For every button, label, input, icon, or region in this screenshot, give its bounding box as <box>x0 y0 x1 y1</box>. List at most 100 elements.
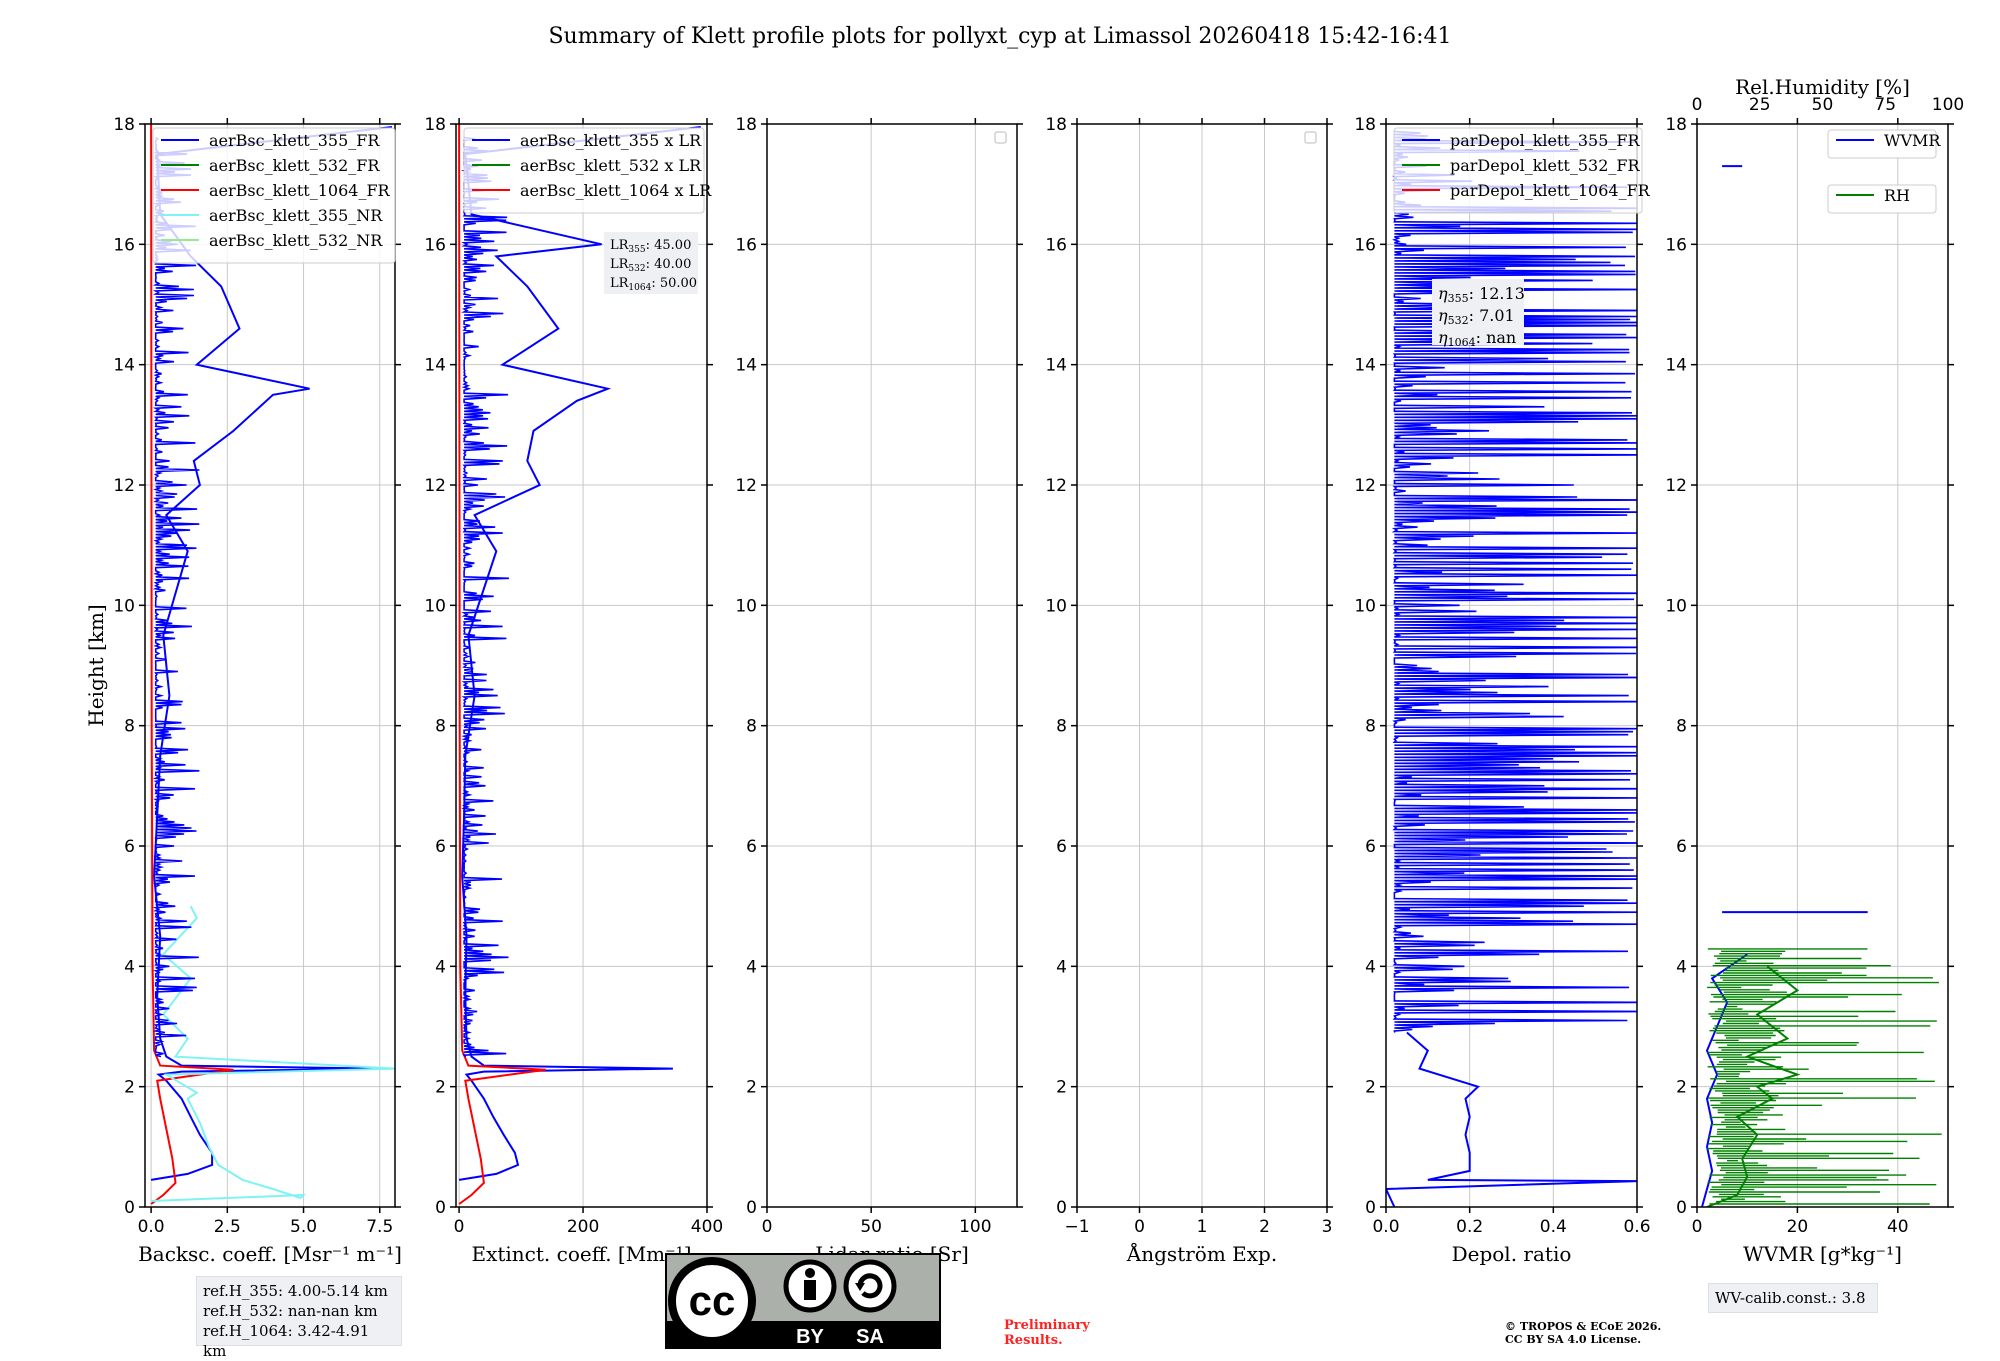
x-axis-label: Ångström Exp. <box>1126 1241 1277 1266</box>
series-line-aerBsc_klett_355 x LR <box>458 126 701 1181</box>
lr-value: : 40.00 <box>646 257 692 272</box>
top-x-tick-label: 0 <box>1692 95 1703 115</box>
empty-legend-box <box>1304 131 1317 144</box>
axes-frame <box>766 123 1018 1208</box>
x-tick-label: 7.5 <box>366 1217 393 1237</box>
lr-value: : 45.00 <box>646 238 692 253</box>
copyright-note: © TROPOS & ECoE 2026. CC BY SA 4.0 Licen… <box>1505 1320 1661 1346</box>
y-tick-label: 10 <box>735 596 757 616</box>
y-tick-label: 0 <box>1056 1198 1067 1218</box>
eta-value: : 12.13 <box>1469 284 1525 303</box>
y-tick-label: 2 <box>746 1078 757 1098</box>
x-tick-label: 50 <box>860 1217 882 1237</box>
series-RH-spikes <box>1707 948 1942 1205</box>
x-tick-label: 0 <box>454 1217 465 1237</box>
top-x-tick-label: 25 <box>1749 95 1771 115</box>
y-tick-label: 10 <box>1354 596 1376 616</box>
y-tick-label: 16 <box>1045 235 1067 255</box>
x-tick-label: 2.5 <box>214 1217 241 1237</box>
panel-lidar-ratio: 024681012141618050100Lidar ratio [Sr] <box>735 115 1023 1266</box>
legend-entry: parDepol_klett_532_FR <box>1450 156 1641 175</box>
y-tick-label: 14 <box>113 356 135 376</box>
copyright-line-1: © TROPOS & ECoE 2026. <box>1505 1320 1662 1333</box>
legend-entry: aerBsc_klett_532_FR <box>209 156 380 175</box>
x-tick-label: 0.6 <box>1623 1217 1650 1237</box>
x-tick-label: 40 <box>1887 1217 1909 1237</box>
legend-entry: aerBsc_klett_355_NR <box>209 206 383 225</box>
y-tick-label: 18 <box>113 115 135 135</box>
x-tick-label: 0 <box>1134 1217 1145 1237</box>
lidar-ratio-entry: LR532: 40.00 <box>610 257 691 274</box>
top-x-tick-label: 75 <box>1874 95 1896 115</box>
y-tick-label: 6 <box>435 837 446 857</box>
ref-height-355: ref.H_355: 4.00-5.14 km <box>203 1282 388 1300</box>
legend-entry: aerBsc_klett_355 x LR <box>520 131 702 150</box>
y-tick-label: 14 <box>1354 356 1376 376</box>
legend-box <box>463 127 705 214</box>
y-tick-label: 16 <box>1354 235 1376 255</box>
y-tick-label: 8 <box>124 717 135 737</box>
panel-depol: 0 2 4 6 8 10 12 14 16 18 0.0 0.2 0.4 0.6 Depol. ratio p… <box>1354 115 1650 1266</box>
y-tick-label: 0 <box>124 1198 135 1218</box>
y-tick-label: 10 <box>1045 596 1067 616</box>
y-tick-label: 8 <box>746 717 757 737</box>
axes-frame <box>1696 123 1949 1208</box>
top-x-tick-label: 100 <box>1932 95 1964 115</box>
y-tick-label: 6 <box>1365 837 1376 857</box>
series-group <box>1386 130 1637 1207</box>
axes-frame <box>1385 123 1638 1208</box>
preliminary-line-1: Preliminary <box>1004 1318 1090 1333</box>
y-tick-label: 2 <box>1056 1078 1067 1098</box>
cc-by-sa-license-badge: cc BY SA <box>665 1253 941 1349</box>
copyright-line-2: CC BY SA 4.0 License. <box>1505 1333 1642 1346</box>
eta-sub: 532 <box>1448 314 1469 327</box>
lr-sub: 355 <box>628 245 645 255</box>
y-tick-label: 12 <box>1045 476 1067 496</box>
eta-value: : 7.01 <box>1469 306 1515 325</box>
x-tick-label: 2 <box>1259 1217 1270 1237</box>
ref-height-532: ref.H_532: nan-nan km <box>203 1302 378 1320</box>
y-tick-label: 14 <box>1665 356 1687 376</box>
y-tick-label: 12 <box>735 476 757 496</box>
legend-entry: aerBsc_klett_532_NR <box>209 231 383 250</box>
figure-title: Summary of Klett profile plots for polly… <box>548 24 1451 49</box>
y-tick-label: 6 <box>746 837 757 857</box>
y-tick-label: 18 <box>1665 115 1687 135</box>
y-tick-label: 16 <box>735 235 757 255</box>
y-tick-label: 14 <box>1045 356 1067 376</box>
wv-calibration-box: WV-calib.const.: 3.8 <box>1708 1283 1878 1313</box>
x-tick-label: 0 <box>762 1217 773 1237</box>
y-tick-label: 18 <box>735 115 757 135</box>
x-tick-label: 400 <box>691 1217 723 1237</box>
eta-value: : nan <box>1476 328 1517 347</box>
sa-label: SA <box>856 1326 884 1348</box>
y-tick-label: 2 <box>435 1078 446 1098</box>
y-axis-label: Height [km] <box>84 604 108 726</box>
panel-backscatter: 0 2 4 6 8 10 12 14 16 18 0.0 2.5 5.0 7.5 Backsc. coeff… <box>84 115 402 1266</box>
legend-box <box>1827 184 1937 214</box>
y-tick-label: 14 <box>424 356 446 376</box>
preliminary-line-2: Results. <box>1004 1333 1063 1348</box>
eta-symbol: η <box>1438 284 1448 303</box>
y-tick-label: 2 <box>1676 1078 1687 1098</box>
legend-entry: RH <box>1884 186 1910 205</box>
y-tick-label: 16 <box>424 235 446 255</box>
top-x-tick-label: 50 <box>1812 95 1834 115</box>
y-tick-label: 8 <box>1676 717 1687 737</box>
y-tick-label: 14 <box>735 356 757 376</box>
y-tick-label: 12 <box>1665 476 1687 496</box>
x-axis-label: WVMR [g*kg⁻¹] <box>1743 1242 1902 1266</box>
lr-sub: 1064 <box>628 283 651 293</box>
x-tick-label: 100 <box>959 1217 991 1237</box>
y-tick-label: 4 <box>1365 957 1376 977</box>
y-tick-label: 12 <box>424 476 446 496</box>
y-tick-label: 6 <box>1676 837 1687 857</box>
lr-value: : 50.00 <box>651 276 697 291</box>
preliminary-results-note: Preliminary Results. <box>1004 1318 1090 1348</box>
y-tick-label: 16 <box>113 235 135 255</box>
legend-box <box>1393 127 1643 214</box>
lidar-ratio-box <box>604 232 698 294</box>
